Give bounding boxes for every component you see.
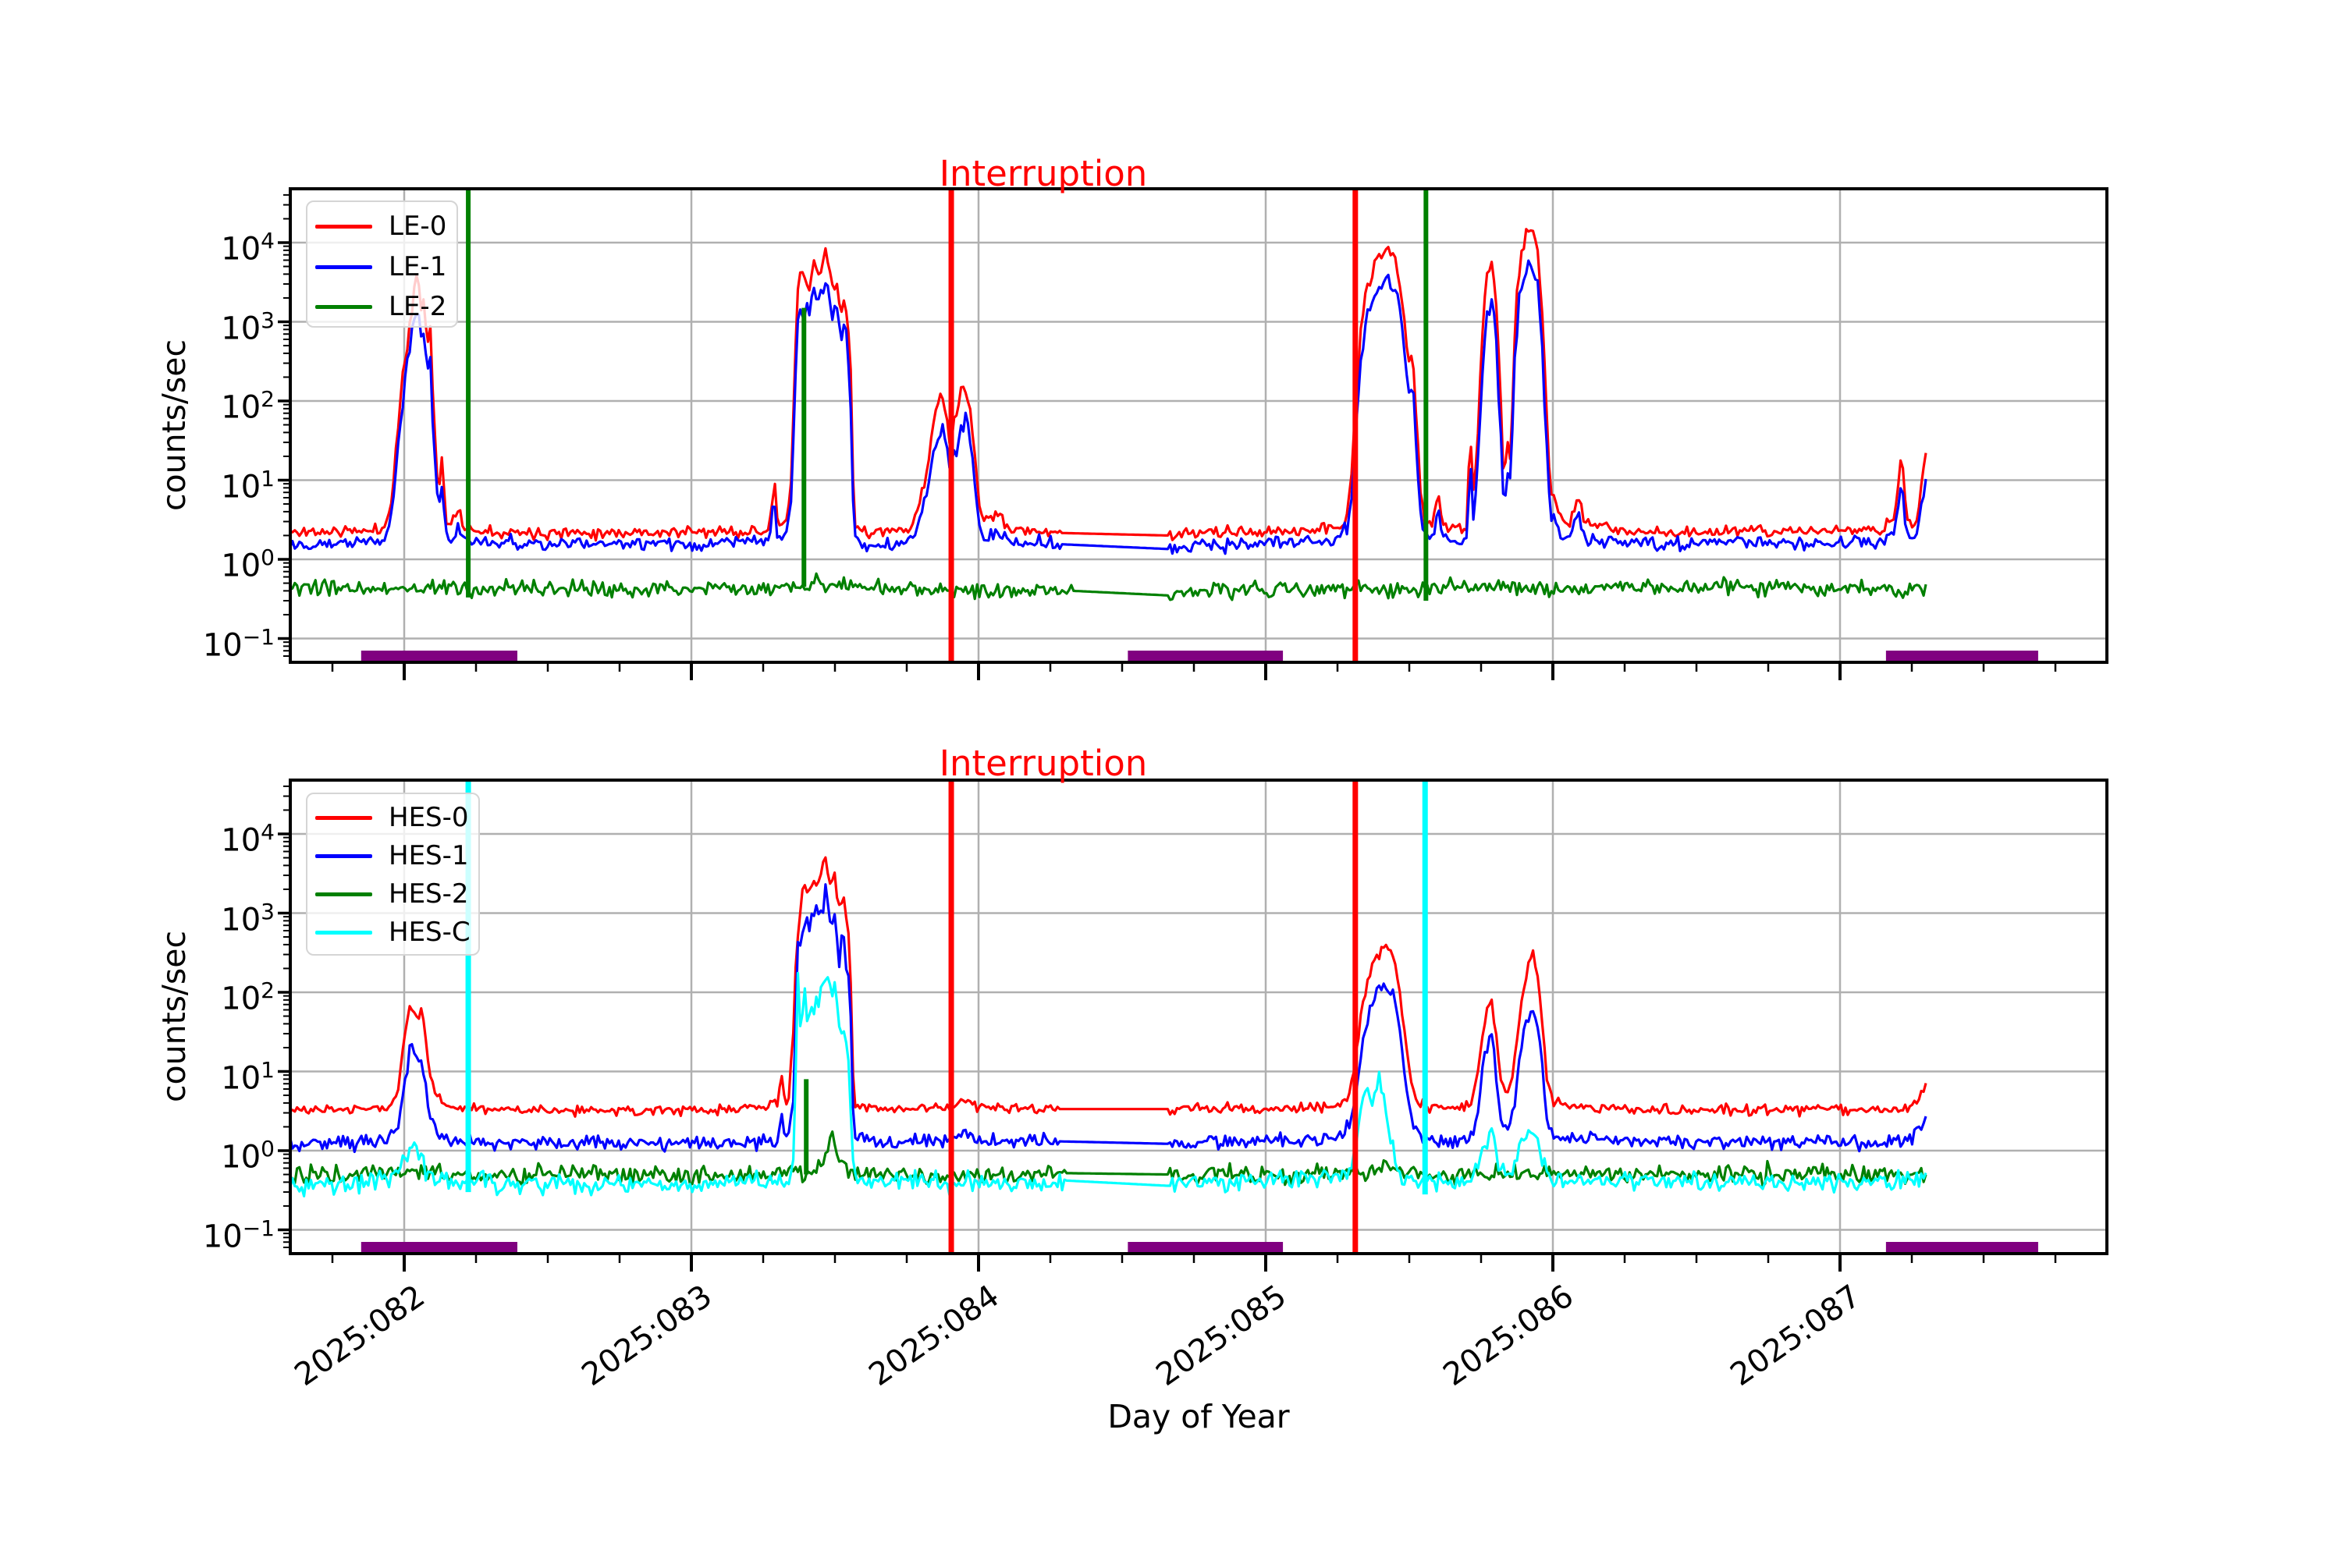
series-HES-C — [290, 971, 1927, 1197]
legend-line-sample — [315, 854, 372, 858]
legend-line-sample — [315, 305, 372, 309]
legend-line-sample — [315, 225, 372, 229]
legend-label: HES-C — [389, 917, 471, 948]
y-tick-label-10e4: 104 — [221, 819, 275, 859]
coverage-bar — [1128, 651, 1284, 662]
series-HES-0 — [290, 856, 1927, 1118]
y-tick-label-10e3: 103 — [221, 307, 275, 346]
coverage-bar — [1128, 1242, 1284, 1253]
y-tick-label-10e0: 100 — [221, 545, 275, 584]
legend-label: HES-0 — [389, 802, 469, 833]
top-plot-frame — [289, 187, 2108, 664]
coverage-bar — [1885, 1242, 2038, 1253]
legend-label: LE-2 — [389, 291, 447, 322]
legend-line-sample — [315, 816, 372, 820]
top-plot-title: Interruption — [939, 153, 1148, 194]
legend-label: LE-0 — [389, 211, 447, 242]
series-HES-1 — [290, 883, 1927, 1154]
legend-line-sample — [315, 892, 372, 896]
legend-line-sample — [315, 931, 372, 935]
legend-top: LE-0 LE-1 LE-2 — [306, 200, 458, 328]
series-HES-2 — [290, 1130, 1927, 1188]
top-y-axis-label: counts/sec — [155, 339, 193, 511]
y-tick-label-10e1: 101 — [221, 465, 275, 505]
y-tick-label-10e0: 100 — [221, 1136, 275, 1176]
x-axis-label: Day of Year — [1107, 1398, 1290, 1435]
y-tick-label-10e-1: 10−1 — [202, 623, 275, 663]
y-tick-label-10e-1: 10−1 — [202, 1215, 275, 1254]
series-LE-2 — [290, 572, 1927, 601]
coverage-bar — [1885, 651, 2038, 662]
legend-label: LE-1 — [389, 250, 447, 282]
series-LE-0 — [290, 228, 1927, 542]
bottom-plot-area — [278, 779, 2108, 1272]
bottom-plot-frame — [289, 779, 2108, 1255]
y-tick-label-10e3: 103 — [221, 898, 275, 938]
legend-label: HES-1 — [389, 840, 469, 871]
legend-line-sample — [315, 264, 372, 269]
legend-bottom: HES-0 HES-1 HES-2 HES-C — [306, 793, 480, 956]
bottom-y-axis-label: counts/sec — [155, 931, 193, 1102]
y-tick-label-10e1: 101 — [221, 1056, 275, 1096]
top-plot-area — [278, 187, 2108, 680]
legend-label: HES-2 — [389, 878, 469, 910]
y-tick-label-10e2: 102 — [221, 977, 275, 1017]
coverage-bar — [361, 1242, 517, 1253]
bottom-plot-title: Interruption — [939, 743, 1148, 784]
series-LE-1 — [290, 259, 1927, 555]
y-tick-label-10e2: 102 — [221, 386, 275, 426]
y-tick-label-10e4: 104 — [221, 228, 275, 268]
coverage-bar — [361, 651, 517, 662]
